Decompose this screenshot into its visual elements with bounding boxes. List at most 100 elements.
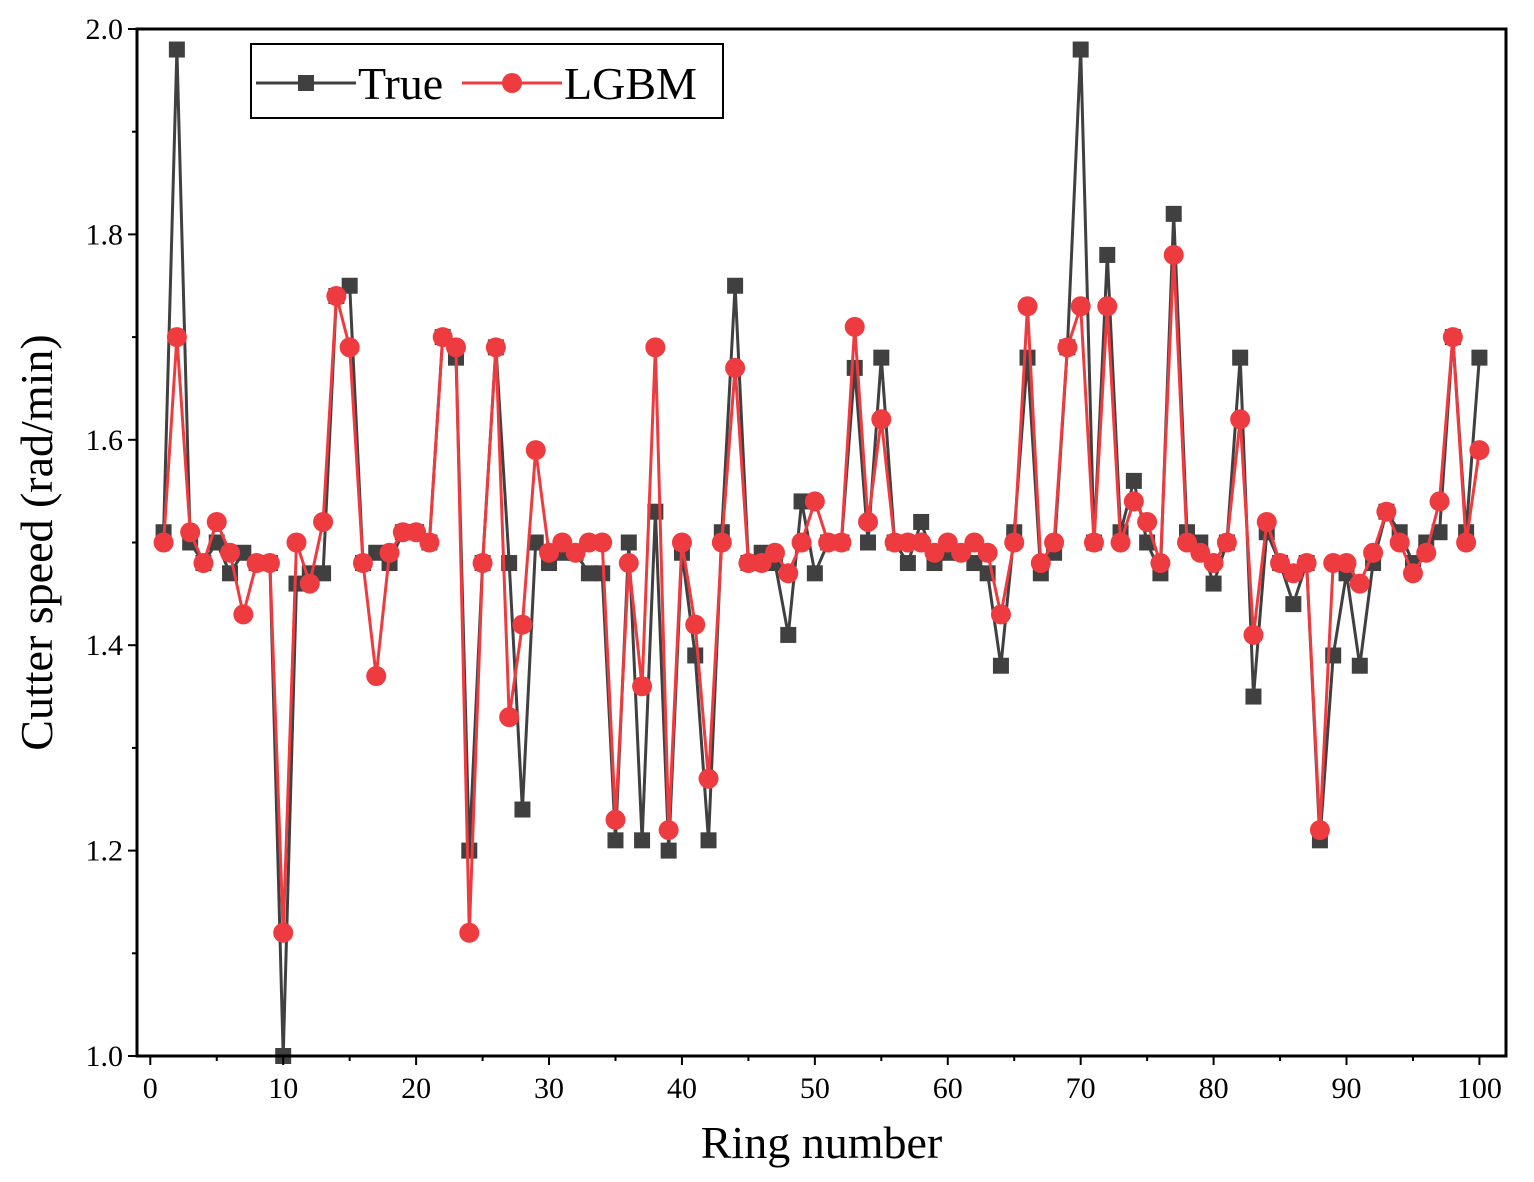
y-tick-label-1: 1.2 [86,835,124,868]
y-tick-label-4: 1.8 [86,218,124,251]
point-lgbm-24 [459,922,480,943]
point-lgbm-35 [605,809,626,830]
point-lgbm-47 [764,542,785,563]
point-true-36 [620,534,637,551]
series-line-lgbm [162,253,1481,935]
point-lgbm-68 [1044,532,1065,553]
point-lgbm-40 [671,532,692,553]
point-lgbm-7 [233,604,254,625]
point-true-24 [461,842,478,859]
point-lgbm-10 [273,922,294,943]
point-lgbm-84 [1256,511,1277,532]
point-true-48 [780,626,797,643]
point-lgbm-23 [445,337,466,358]
point-lgbm-72 [1097,296,1118,317]
point-lgbm-41 [685,614,706,635]
point-lgbm-39 [658,820,679,841]
point-lgbm-65 [1004,532,1025,553]
point-true-70 [1072,41,1089,58]
point-true-41 [687,647,704,664]
point-lgbm-67 [1030,553,1051,574]
point-lgbm-4 [193,553,214,574]
x-axis-label: Ring number [701,1117,942,1168]
y-tick-label-3: 1.6 [86,424,124,457]
point-lgbm-96 [1416,542,1437,563]
point-lgbm-95 [1402,563,1423,584]
point-true-17 [368,544,385,561]
point-lgbm-25 [472,553,493,574]
legend-label-true: True [358,58,443,109]
point-true-55 [873,349,890,366]
point-lgbm-64 [990,604,1011,625]
point-lgbm-43 [711,532,732,553]
series-layer [153,41,1490,1064]
point-lgbm-18 [379,542,400,563]
point-true-83 [1245,688,1262,705]
point-lgbm-97 [1429,491,1450,512]
point-lgbm-71 [1083,532,1104,553]
point-lgbm-44 [725,357,746,378]
point-lgbm-92 [1363,542,1384,563]
point-lgbm-83 [1243,624,1264,645]
point-lgbm-17 [366,666,387,687]
point-true-54 [860,534,877,551]
point-lgbm-37 [632,676,653,697]
point-lgbm-27 [499,707,520,728]
legend-marker-true [298,75,314,91]
x-tick-label-90: 90 [1332,1072,1362,1105]
x-tick-label-80: 80 [1199,1072,1229,1105]
point-lgbm-38 [645,337,666,358]
point-true-28 [514,801,531,818]
point-lgbm-26 [485,337,506,358]
point-lgbm-14 [326,286,347,307]
point-lgbm-88 [1309,820,1330,841]
point-true-44 [727,277,744,294]
series-lgbm [153,244,1490,943]
point-true-53 [846,359,863,376]
point-lgbm-91 [1349,573,1370,594]
y-tick-label-2: 1.4 [86,629,124,662]
point-lgbm-99 [1456,532,1477,553]
point-lgbm-77 [1163,244,1184,265]
y-tick-label-5: 2.0 [86,13,124,46]
point-lgbm-73 [1110,532,1131,553]
point-true-2 [168,41,185,58]
x-tick-label-20: 20 [401,1072,431,1105]
point-lgbm-75 [1137,511,1158,532]
point-lgbm-1 [153,532,174,553]
point-lgbm-80 [1203,553,1224,574]
point-lgbm-52 [831,532,852,553]
point-lgbm-28 [512,614,533,635]
point-lgbm-70 [1070,296,1091,317]
point-true-29 [527,534,544,551]
point-lgbm-63 [977,542,998,563]
point-lgbm-36 [618,553,639,574]
point-true-42 [700,832,717,849]
point-lgbm-11 [286,532,307,553]
point-lgbm-87 [1296,553,1317,574]
x-tick-label-100: 100 [1457,1072,1502,1105]
point-lgbm-100 [1469,440,1490,461]
point-true-91 [1351,657,1368,674]
point-true-13 [315,565,332,582]
point-lgbm-42 [698,768,719,789]
point-lgbm-6 [220,542,241,563]
point-lgbm-53 [844,316,865,337]
point-lgbm-12 [299,573,320,594]
point-lgbm-49 [791,532,812,553]
point-true-57 [899,555,916,572]
x-tick-label-30: 30 [534,1072,564,1105]
point-true-72 [1099,246,1116,263]
x-tick-label-50: 50 [800,1072,830,1105]
point-lgbm-54 [858,511,879,532]
legend-label-lgbm: LGBM [564,58,697,109]
point-true-82 [1232,349,1249,366]
ticks-layer: 0 10 20 30 40 50 60 70 80 90 100 1.0 1.2 1.4 1.6 1.8 2.0 [86,13,1502,1105]
point-true-39 [660,842,677,859]
point-true-62 [966,555,983,572]
point-lgbm-15 [339,337,360,358]
point-true-49 [793,493,810,510]
point-lgbm-82 [1230,409,1251,430]
